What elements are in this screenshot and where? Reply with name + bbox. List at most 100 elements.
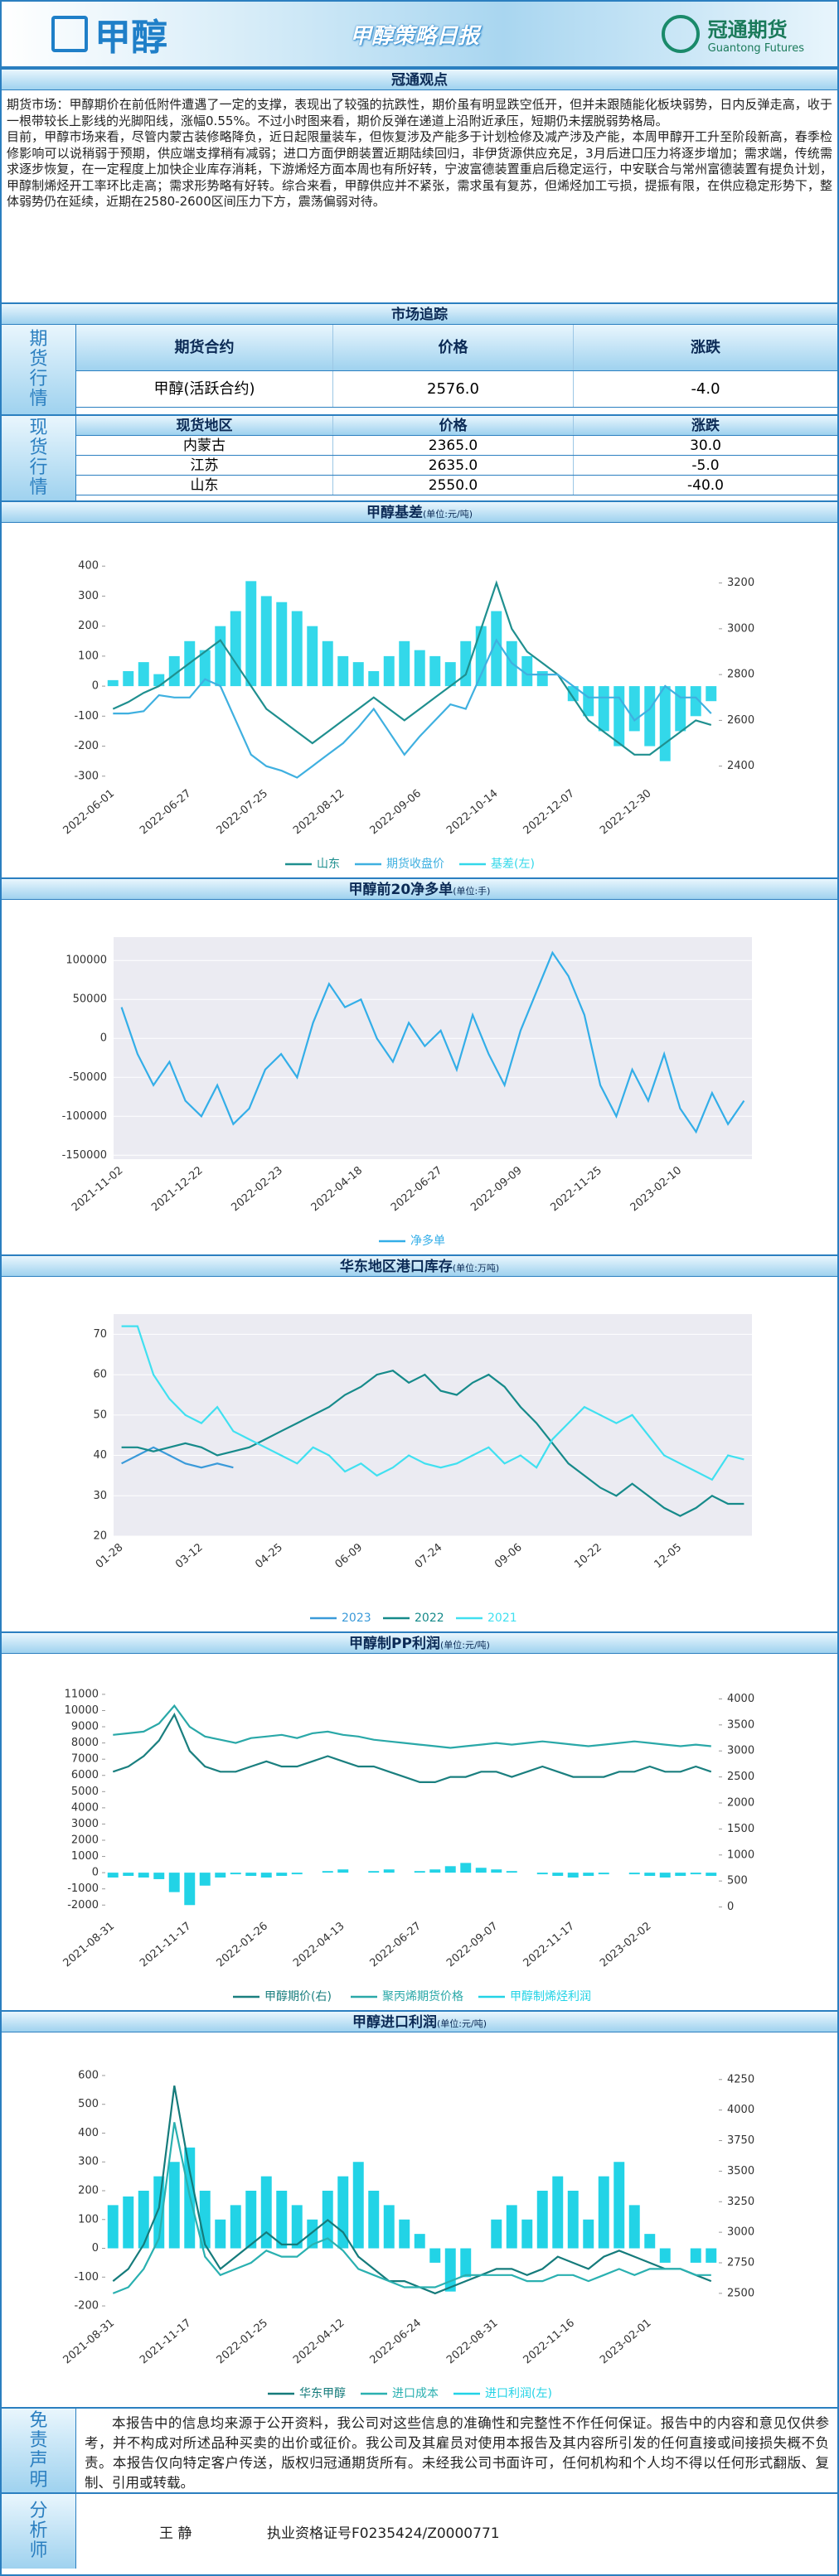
bar (552, 1873, 564, 1877)
paragraph: 期货市场：甲醇期价在前低附件遭遇了一定的支撑，表现出了较强的抗跌性，期价虽有明显… (7, 97, 832, 128)
bar (583, 686, 594, 717)
title-unit: (单位:万吨) (452, 1263, 500, 1274)
bar (260, 596, 272, 687)
title-text: 华东地区港口库存 (339, 1259, 453, 1275)
x-tick-label: 2022-06-24 (368, 2317, 424, 2366)
y-tick-label: 100 (78, 650, 99, 662)
x-tick-label: 2023-02-02 (598, 1920, 654, 1969)
bar (444, 1866, 456, 1873)
chart-title: 甲醇进口利润(单位:元/吨) (2, 2010, 837, 2032)
bar (598, 686, 609, 732)
line (120, 950, 745, 1134)
x-tick-label: 07-24 (413, 1541, 445, 1571)
line (121, 1325, 744, 1481)
y2-tick-label: 500 (727, 1875, 748, 1887)
bar (153, 2176, 165, 2249)
bar (659, 686, 671, 761)
spot-table: 现货行情 现货地区 价格 涨跌 内蒙古 2365.0 30.0 江苏 2635.0 -5.0… (2, 414, 837, 500)
title-unit: (单位:元/吨) (437, 2018, 487, 2029)
cell: 2365.0 (333, 436, 574, 455)
bar (444, 662, 456, 687)
line (113, 638, 712, 779)
x-tick-label: 2022-06-27 (389, 1164, 445, 1214)
x-tick-label: 2021-11-02 (70, 1164, 126, 1214)
bar (215, 1873, 226, 1878)
bar (644, 2234, 656, 2249)
y-tick-label: 40 (93, 1449, 107, 1462)
rows: 现货地区 价格 涨跌 内蒙古 2365.0 30.0 江苏 2635.0 -5.0 山东 25… (76, 416, 837, 500)
bar (536, 671, 548, 687)
y-tick-label: 20 (93, 1530, 107, 1543)
label-text: 分析师 (29, 2501, 48, 2561)
y2-tick-label: 3200 (727, 577, 754, 589)
bar (107, 1873, 119, 1878)
y-tick-label: 300 (78, 590, 99, 602)
x-tick-label: 2021-11-17 (138, 1920, 194, 1969)
bar (644, 686, 656, 747)
chart: -2000-1000010002000300040005000600070008… (61, 1688, 755, 2003)
y-tick-label: -100 (74, 710, 99, 723)
legend-label: 期货收盘价 (386, 857, 444, 871)
x-tick-label: 2021-11-17 (138, 2317, 194, 2366)
bar (153, 1873, 165, 1879)
section-title: 冠通观点 (2, 68, 837, 90)
bar (307, 2219, 318, 2249)
bar (460, 640, 472, 687)
x-tick-label: 2022-01-26 (215, 1920, 271, 1969)
cell: -40.0 (687, 477, 724, 494)
bar (107, 2205, 119, 2249)
bar (368, 1871, 380, 1873)
bar (521, 2219, 533, 2249)
bar (567, 1873, 579, 1878)
bar (230, 611, 241, 687)
chart-title: 华东地区港口库存(单位:万吨) (2, 1254, 837, 1277)
title-text: 甲醇基差 (366, 505, 423, 521)
bar (291, 2205, 303, 2249)
x-tick-label: 2022-09-09 (468, 1164, 525, 1214)
bar (138, 662, 149, 687)
cell: 现货地区 (76, 416, 333, 435)
section-title: 市场追踪 (2, 302, 837, 325)
x-tick-label: 12-05 (652, 1541, 685, 1571)
legend-label: 2023 (342, 1612, 371, 1625)
y-tick-label: 70 (93, 1328, 107, 1341)
bar (123, 1873, 134, 1877)
disclaimer-label: 免责声明 (2, 2409, 76, 2492)
y2-tick-label: 2500 (727, 1771, 754, 1783)
title-text: 甲醇制PP利润 (349, 1636, 440, 1652)
y2-tick-label: 4000 (727, 1693, 754, 1705)
cell: 内蒙古 (76, 436, 333, 455)
x-tick-label: 03-12 (173, 1541, 206, 1571)
bar (414, 1871, 425, 1873)
bar (613, 686, 625, 747)
chart-title: 甲醇前20净多单(单位:手) (2, 877, 837, 900)
y-tick-label: 300 (78, 2156, 99, 2168)
bar (491, 611, 502, 687)
bar (337, 655, 349, 687)
x-tick-label: 2022-06-27 (138, 787, 194, 837)
legend-label: 进口利润(左) (485, 2387, 552, 2400)
line (121, 1446, 234, 1469)
bar (659, 1873, 671, 1878)
bar (491, 2219, 502, 2249)
bar (475, 1868, 487, 1873)
bar (307, 626, 318, 687)
company: 冠通期货 Guantong Futures (661, 13, 804, 55)
line (121, 1370, 744, 1517)
legend-label: 华东甲醇 (299, 2386, 346, 2400)
header: 甲醇 甲醇策略日报 冠通期货 Guantong Futures (2, 2, 837, 68)
y-tick-label: 2000 (71, 1834, 99, 1847)
label-text: 免责声明 (29, 2409, 48, 2491)
y-tick-label: -2000 (67, 1899, 99, 1911)
legend-label: 山东 (317, 858, 340, 871)
bar (536, 1873, 548, 1875)
y-tick-label: 6000 (71, 1769, 99, 1781)
bar (659, 2248, 671, 2263)
x-tick-label: 06-09 (333, 1541, 366, 1571)
bar (352, 662, 364, 687)
cell: 2635.0 (333, 456, 574, 475)
bar (399, 640, 410, 687)
bar (368, 671, 380, 687)
legend-label: 进口成本 (392, 2387, 439, 2400)
